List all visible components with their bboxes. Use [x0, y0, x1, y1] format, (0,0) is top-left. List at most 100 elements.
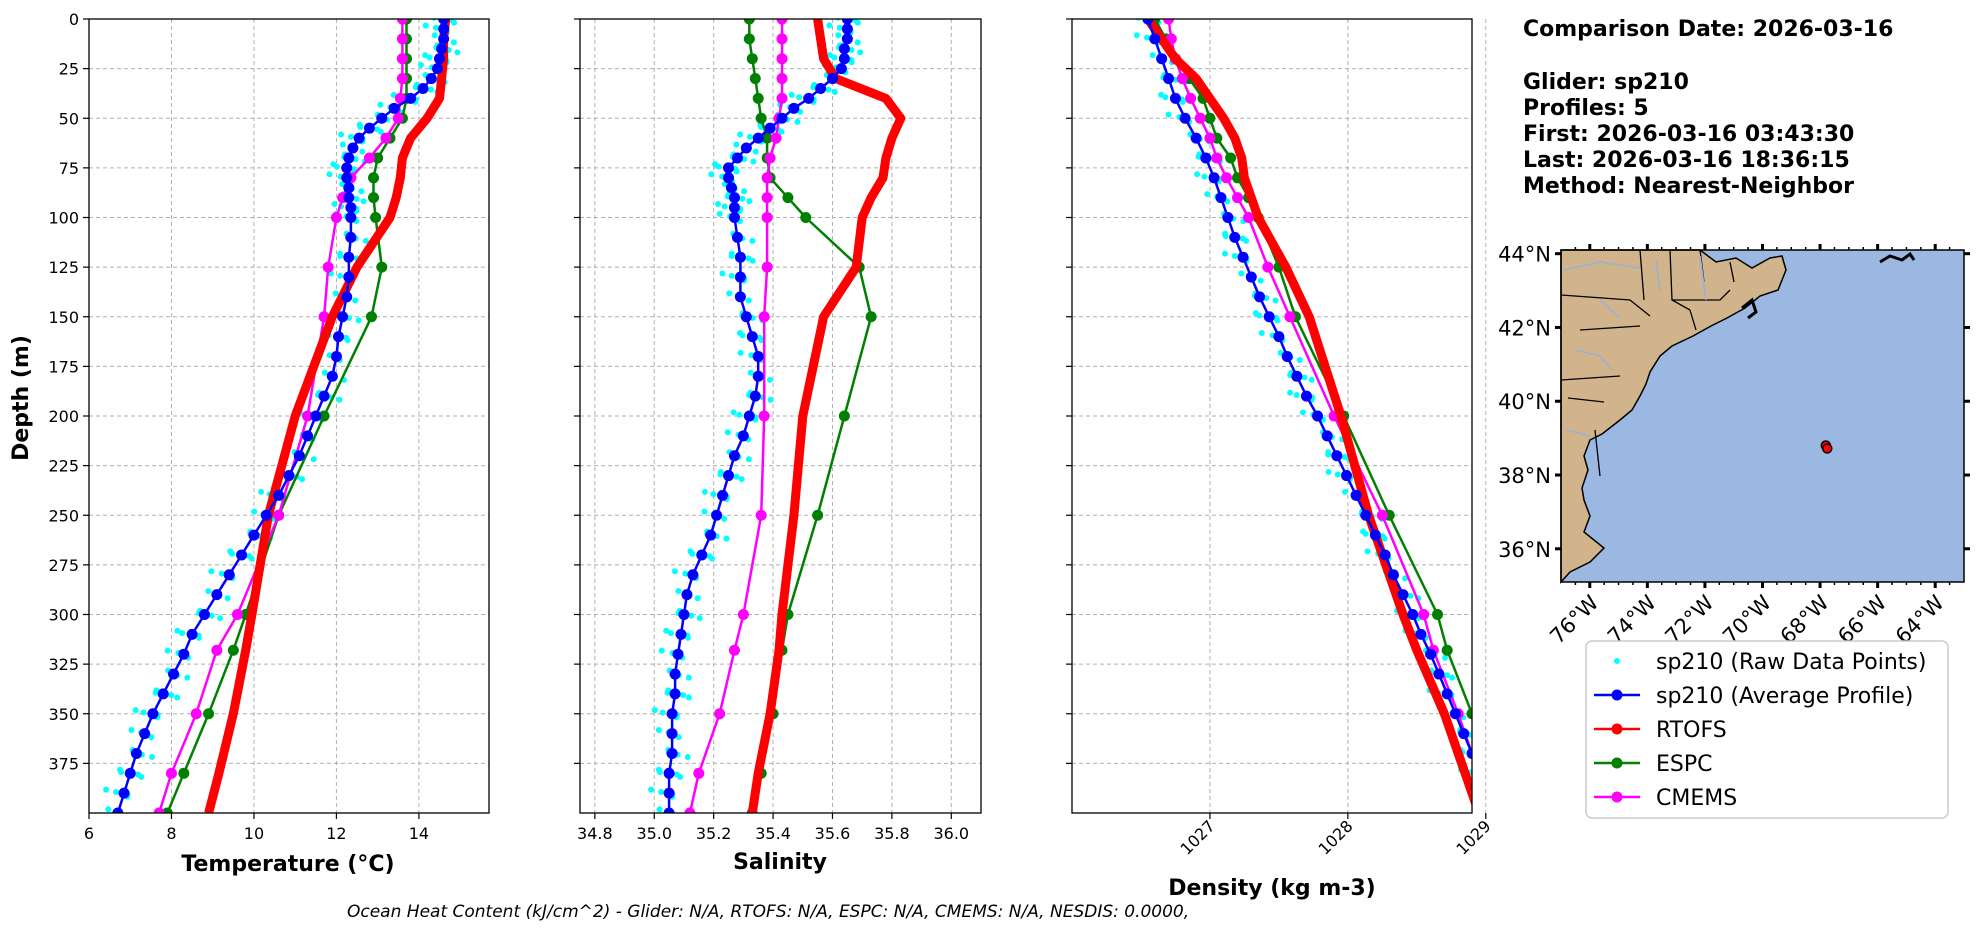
cmems-profile-marker [728, 644, 740, 656]
raw-data-point [1477, 734, 1483, 740]
avg-profile-marker [752, 350, 764, 362]
espc-profile-marker [368, 192, 380, 204]
cmems-profile-marker [758, 410, 770, 422]
raw-data-point [738, 476, 745, 483]
avg-profile-marker [1281, 350, 1293, 362]
raw-data-point [1258, 330, 1265, 337]
raw-data-point [675, 734, 682, 741]
raw-data-point [1149, 52, 1156, 59]
avg-profile-marker [663, 787, 675, 799]
raw-data-point [655, 727, 662, 734]
legend: sp210 (Raw Data Points) sp210 (Average Pr… [1585, 640, 1949, 819]
raw-data-point [651, 707, 658, 714]
raw-data-point [337, 253, 344, 260]
espc-profile-marker [865, 311, 877, 323]
avg-profile-marker [1387, 569, 1399, 581]
avg-profile-marker [687, 569, 699, 581]
raw-data-point [152, 689, 159, 696]
raw-data-point [724, 429, 731, 436]
raw-data-point [103, 786, 110, 793]
avg-profile-marker [1441, 688, 1453, 700]
avg-profile-marker [211, 589, 223, 601]
avg-profile-marker [663, 767, 675, 779]
avg-profile-marker [826, 73, 838, 85]
raw-data-point [1231, 253, 1238, 260]
raw-data-point [747, 369, 754, 376]
raw-data-point [258, 488, 265, 495]
raw-data-point [686, 694, 693, 701]
avg-profile-marker [425, 73, 437, 85]
espc-profile-marker [1466, 708, 1472, 720]
lon-label: 72°W [1660, 590, 1718, 648]
raw-data-point [737, 131, 744, 138]
raw-data-point [353, 195, 360, 202]
raw-data-point [431, 32, 438, 39]
avg-profile-marker [675, 628, 687, 640]
legend-swatch-raw [1614, 658, 1620, 664]
raw-data-point [362, 237, 369, 244]
raw-data-point [149, 754, 156, 761]
depth-axis-label: Depth (m) [9, 335, 34, 461]
raw-data-point [1162, 94, 1169, 101]
x-tick-label: 14 [409, 824, 429, 843]
x-tick-label: 34.8 [577, 824, 613, 843]
avg-profile-marker [740, 311, 752, 323]
cmems-profile-marker [1220, 172, 1232, 184]
raw-data-point [745, 255, 752, 262]
raw-data-point [357, 123, 364, 130]
cmems-profile-marker [165, 767, 177, 779]
raw-data-point [128, 727, 135, 734]
raw-data-point [1256, 312, 1263, 319]
avg-profile-marker [788, 102, 800, 114]
cmems-profile-marker [1243, 212, 1255, 223]
raw-data-point [179, 630, 186, 637]
espc-profile-marker [755, 112, 767, 124]
raw-data-point [1296, 357, 1303, 364]
raw-data-point [739, 332, 746, 339]
raw-data-point [710, 491, 717, 498]
raw-data-point [778, 128, 785, 135]
avg-profile-marker [302, 430, 314, 442]
cmems-profile-marker [302, 410, 314, 422]
raw-data-point [1497, 811, 1503, 817]
avg-profile-marker [752, 370, 764, 382]
raw-data-point [1204, 191, 1211, 198]
y-tick-label: 350 [48, 705, 79, 724]
avg-profile-marker [1407, 609, 1419, 620]
cmems-profile-marker [153, 807, 165, 813]
cmems-profile-marker [1376, 509, 1388, 521]
espc-profile-marker [365, 311, 377, 323]
x-tick-label: 10 [244, 824, 264, 843]
avg-profile-marker [669, 668, 681, 680]
avg-profile-marker [434, 53, 446, 65]
espc-profile-marker [1441, 644, 1453, 656]
raw-data-point [1381, 535, 1388, 542]
espc-profile-marker [746, 53, 758, 65]
raw-data-point [1479, 774, 1485, 780]
avg-profile-marker [838, 43, 850, 55]
avg-profile-marker [1331, 450, 1343, 462]
avg-profile-marker [1245, 271, 1257, 283]
map-cape-cod [1741, 297, 1758, 320]
avg-profile-marker [1149, 33, 1161, 45]
raw-data-point [696, 615, 703, 622]
avg-profile-marker [112, 807, 124, 813]
raw-data-point [741, 188, 748, 195]
last-time: Last: 2026-03-16 18:36:15 [1523, 148, 1850, 173]
espc-profile-marker [178, 767, 190, 779]
avg-profile-marker [696, 549, 708, 561]
legend-marker-espc [1611, 757, 1623, 769]
raw-data-point [1194, 171, 1201, 178]
raw-data-point [835, 19, 841, 21]
x-tick-label: 1027 [1177, 816, 1219, 858]
avg-profile-marker [841, 19, 853, 25]
panel-frame [1071, 18, 1473, 814]
raw-data-point [168, 692, 175, 699]
cmems-profile-marker [776, 19, 788, 25]
raw-data-point [671, 568, 678, 575]
cmems-profile-marker [322, 261, 334, 273]
raw-data-point [857, 49, 864, 56]
raw-data-point [736, 411, 743, 418]
x-tick-label: 1029 [1452, 816, 1494, 858]
raw-data-point [1201, 173, 1208, 180]
